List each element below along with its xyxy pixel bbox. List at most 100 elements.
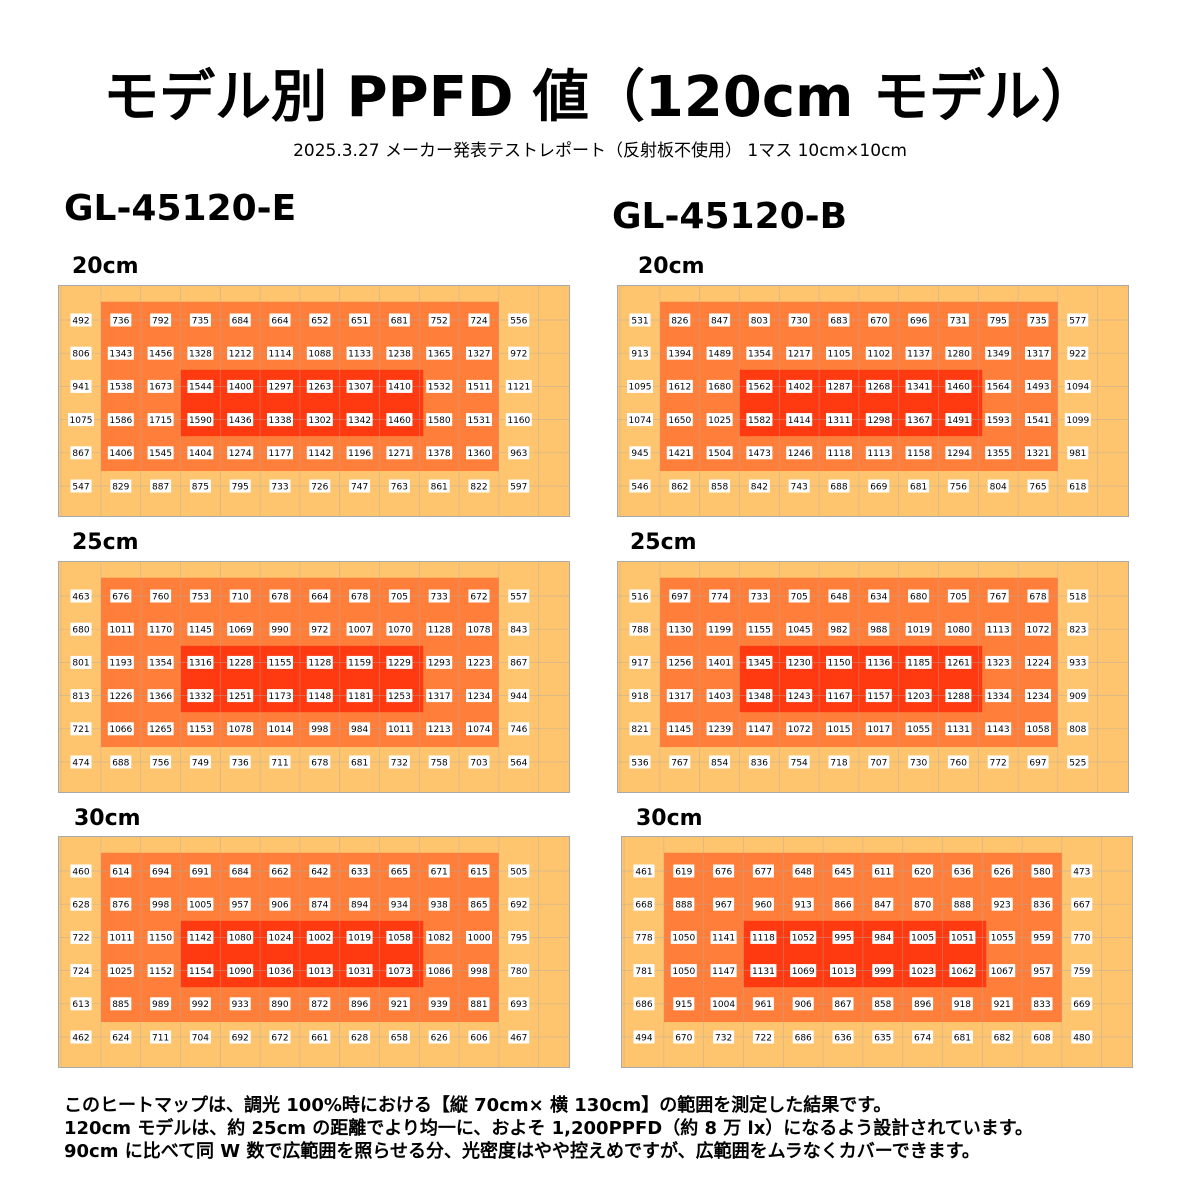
heatmap-cell: 516: [629, 589, 651, 603]
cell-value: 872: [311, 1000, 328, 1010]
heatmap-cell: 1050: [670, 930, 697, 944]
cell-label-bg: [951, 864, 973, 878]
heatmap-cell: 1133: [346, 346, 373, 360]
cell-label-bg: [349, 589, 371, 603]
cell-label-bg: [1067, 479, 1089, 493]
cell-label-bg: [985, 379, 1012, 393]
cell-label-bg: [466, 379, 492, 393]
heatmap-cell: 867: [832, 997, 854, 1011]
heatmap-cell: 642: [309, 864, 331, 878]
cell-value: 1145: [668, 725, 691, 735]
cell-value: 1154: [189, 967, 212, 977]
cell-label-bg: [309, 997, 331, 1011]
cell-label-bg: [666, 379, 693, 393]
cell-label-bg: [989, 930, 1016, 944]
heatmap-cell: 1118: [750, 930, 777, 944]
heatmap-cell: 1354: [147, 655, 174, 669]
cell-label-bg: [868, 313, 890, 327]
cell-value: 1436: [229, 416, 252, 426]
heatmap-cell: 808: [1067, 722, 1089, 736]
heatmap-cell: 671: [428, 864, 450, 878]
cell-value: 922: [1069, 350, 1086, 360]
heatmap-cell: 1460: [945, 379, 972, 393]
heatmap-cell: 960: [752, 897, 774, 911]
cell-value: 1002: [308, 934, 331, 944]
cell-label-bg: [872, 864, 894, 878]
cell-label-bg: [786, 413, 813, 427]
cell-label-bg: [187, 379, 214, 393]
cell-label-bg: [865, 346, 892, 360]
heatmap-cell: 770: [1071, 930, 1093, 944]
cell-value: 1298: [867, 416, 890, 426]
cell-label-bg: [786, 722, 813, 736]
cell-value: 676: [715, 867, 732, 877]
cell-label-bg: [706, 722, 733, 736]
cell-value: 1113: [867, 449, 890, 459]
heatmap-cell: 917: [629, 655, 651, 669]
cell-label-bg: [508, 622, 530, 636]
heatmap-cell: 767: [669, 755, 691, 769]
heatmap-cell: 676: [713, 864, 735, 878]
cell-value: 1011: [388, 725, 411, 735]
cell-label-bg: [629, 722, 651, 736]
cell-value: 669: [1073, 1000, 1090, 1010]
cell-label-bg: [468, 964, 490, 978]
cell-label-bg: [947, 755, 969, 769]
cell-value: 1143: [987, 725, 1010, 735]
cell-label-bg: [1025, 346, 1051, 360]
cell-value: 1069: [792, 967, 815, 977]
heatmap-cell: 1199: [706, 622, 733, 636]
cell-value: 683: [830, 316, 847, 326]
heatmap-cell: 683: [828, 313, 850, 327]
cell-label-bg: [466, 413, 492, 427]
cell-label-bg: [828, 622, 850, 636]
cell-value: 681: [351, 758, 368, 768]
cell-value: 982: [830, 626, 847, 636]
cell-value: 913: [631, 350, 648, 360]
page-subtitle: 2025.3.27 メーカー発表テストレポート（反射板不使用） 1マス 10cm…: [293, 141, 907, 161]
heatmap-svg: 461 619 676 677 648 645 611 620 636 626 580 473 668 8…: [622, 837, 1132, 1067]
cell-label-bg: [945, 446, 972, 460]
cell-label-bg: [388, 479, 410, 493]
heatmap-cell: 546: [629, 479, 651, 493]
cell-label-bg: [269, 1030, 291, 1044]
cell-value: 923: [994, 901, 1011, 911]
cell-value: 1367: [907, 416, 930, 426]
heatmap-cell: 1011: [107, 622, 134, 636]
heatmap-cell: 1349: [985, 346, 1012, 360]
cell-value: 1410: [388, 383, 411, 393]
cell-label-bg: [107, 964, 134, 978]
heatmap-cell: 1031: [346, 964, 373, 978]
cell-label-bg: [229, 1030, 251, 1044]
heatmap-cell: 918: [629, 689, 651, 703]
cell-label-bg: [269, 622, 291, 636]
cell-value: 1251: [229, 692, 252, 702]
heatmap-cell: 678: [349, 589, 371, 603]
cell-label-bg: [508, 655, 530, 669]
heatmap-cell: 1051: [949, 930, 976, 944]
zone-inner: [739, 645, 983, 713]
cell-value: 733: [271, 482, 288, 492]
cell-label-bg: [428, 755, 450, 769]
cell-label-bg: [826, 379, 852, 393]
heatmap-cell: 944: [508, 689, 530, 703]
cell-value: 1025: [109, 967, 132, 977]
heatmap-cell: 1004: [710, 997, 737, 1011]
heatmap-cell: 652: [309, 313, 331, 327]
cell-label-bg: [189, 755, 211, 769]
cell-label-bg: [189, 997, 211, 1011]
cell-value: 1153: [189, 725, 212, 735]
heatmap-cell: 674: [912, 1030, 934, 1044]
cell-value: 733: [751, 592, 768, 602]
cell-value: 1141: [712, 934, 735, 944]
cell-value: 998: [152, 901, 169, 911]
heatmap-cell: 1045: [786, 622, 813, 636]
cell-value: 1243: [788, 692, 811, 702]
cell-value: 1341: [907, 383, 930, 393]
cell-value: 1400: [229, 383, 252, 393]
cell-label-bg: [828, 313, 850, 327]
heatmap-cell: 1158: [905, 446, 932, 460]
cell-value: 1078: [468, 626, 491, 636]
cell-label-bg: [70, 622, 92, 636]
heatmap-cell: 1402: [786, 379, 813, 393]
